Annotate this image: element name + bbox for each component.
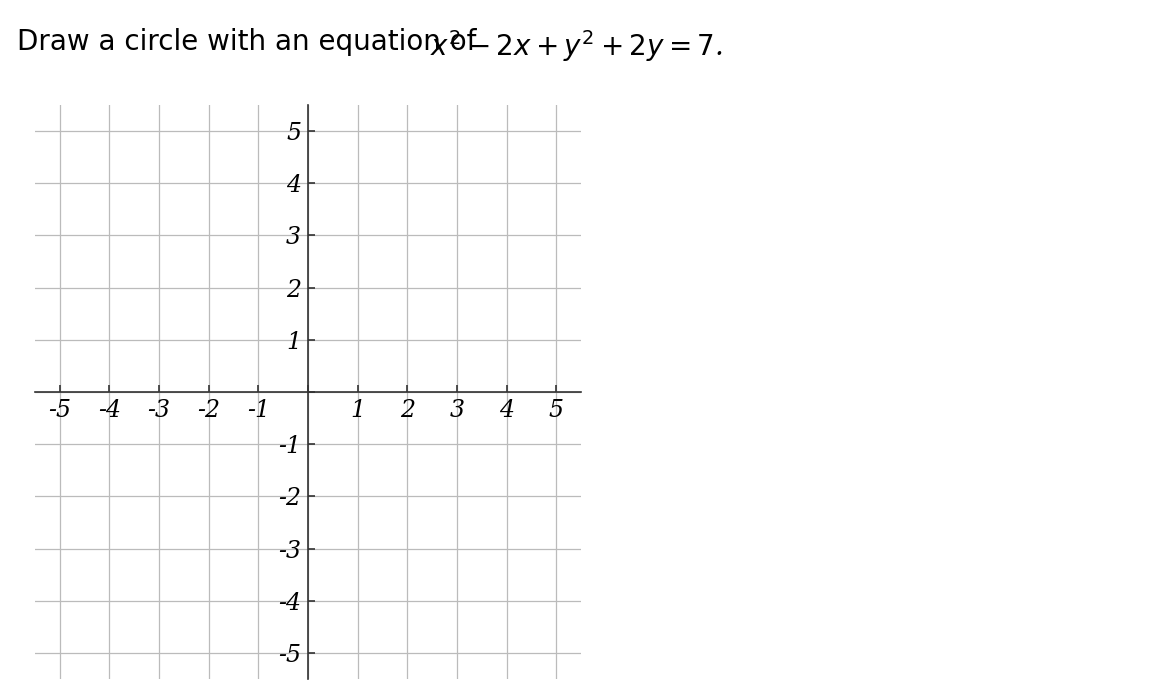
Text: Draw a circle with an equation of: Draw a circle with an equation of bbox=[17, 28, 486, 56]
Text: $x^2 - 2x + y^2 + 2y = 7$.: $x^2 - 2x + y^2 + 2y = 7$. bbox=[430, 28, 723, 64]
